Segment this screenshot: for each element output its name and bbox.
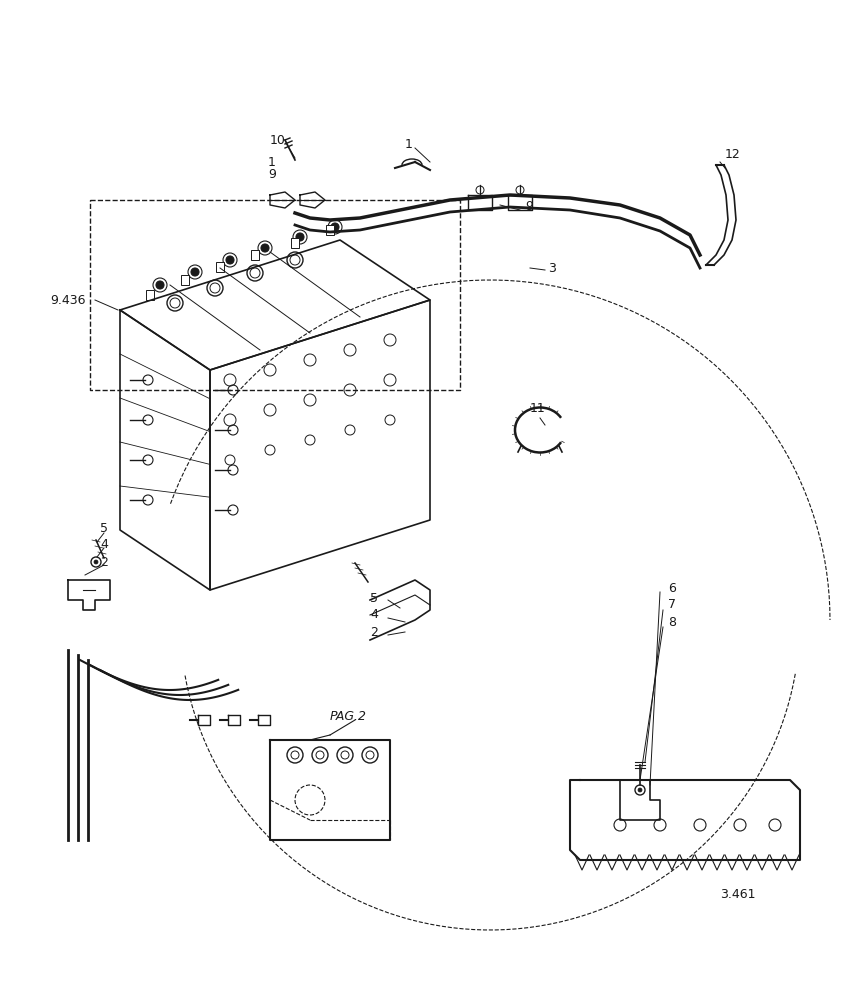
Text: 6: 6 [668,582,676,594]
Text: 3.461: 3.461 [720,888,755,902]
Text: 1: 1 [405,138,413,151]
Text: 4: 4 [100,538,108,552]
Text: 9: 9 [268,168,276,182]
Bar [216,262,224,272]
Circle shape [226,256,234,264]
Text: 12: 12 [725,148,740,161]
Bar [146,290,154,300]
Text: 1: 1 [268,155,276,168]
Bar [291,238,299,248]
Bar [251,250,259,260]
Text: 9.436: 9.436 [50,294,86,306]
Text: 11: 11 [530,401,546,414]
Circle shape [331,223,339,231]
Text: 5: 5 [100,522,108,534]
Circle shape [638,788,642,792]
Text: 9: 9 [525,200,533,214]
Circle shape [156,281,164,289]
Circle shape [191,268,199,276]
Text: 7: 7 [668,598,676,611]
Text: 4: 4 [370,608,378,621]
Circle shape [94,560,98,564]
Text: 2: 2 [100,556,108,568]
Text: 10: 10 [270,133,286,146]
Bar [181,275,189,285]
Text: 5: 5 [370,591,378,604]
Bar [326,225,334,235]
Text: PAG.2: PAG.2 [330,710,367,722]
Text: 2: 2 [370,626,378,639]
Text: 8: 8 [668,615,676,629]
Text: 3: 3 [548,261,556,274]
Circle shape [296,233,304,241]
Circle shape [261,244,269,252]
